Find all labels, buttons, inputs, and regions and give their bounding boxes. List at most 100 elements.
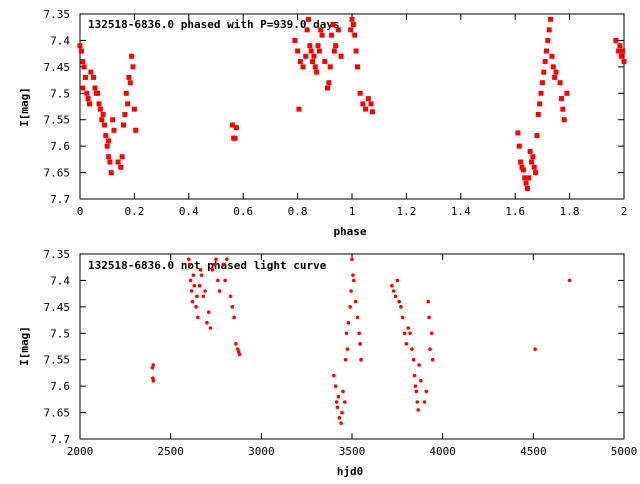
plot0-data-point (363, 106, 369, 112)
plot0-data-point (316, 48, 322, 54)
plot0-data-point (369, 109, 375, 115)
plot1-data-point (344, 331, 349, 336)
plot1-ytick-label: 7.65 (44, 407, 71, 420)
plot0-data-point (530, 154, 536, 160)
plot0-data-point (549, 53, 555, 59)
plot1-data-point (419, 379, 423, 383)
plot1-data-point (221, 262, 226, 267)
plot1-data-point (188, 278, 193, 283)
plot0-data-point (558, 96, 564, 102)
plot0-data-point (97, 106, 103, 112)
plot1-data-point (336, 394, 341, 399)
plot1-data-point (350, 257, 354, 262)
plot1-xtick-label: 4500 (520, 445, 547, 458)
plot0-data-point (231, 135, 237, 141)
plot0-data-point (314, 69, 320, 75)
plot1-xlabel: hjd0 (337, 465, 364, 478)
plot1-data-point (190, 299, 195, 304)
plot0-data-point (561, 117, 567, 123)
plot0-data-point (552, 74, 558, 80)
plot1-data-point (533, 347, 537, 351)
plot0-data-point (106, 154, 112, 160)
plot0-xtick-label: 0.8 (288, 205, 308, 218)
plot1-ytick-label: 7.35 (44, 248, 71, 261)
plot0-ytick-label: 7.7 (50, 193, 70, 206)
plot1-data-point (333, 384, 338, 388)
plot0-ytick-label: 7.5 (50, 87, 70, 100)
plot0-data-point (519, 164, 525, 170)
plot0-data-point (119, 154, 125, 160)
plot0-data-point (550, 64, 556, 70)
plot0-data-point (546, 27, 552, 33)
plot1-xtick-label: 2500 (157, 445, 184, 458)
plot1-data-point (397, 299, 401, 304)
plot1-data-point (415, 400, 420, 404)
plot0-data-point (111, 127, 117, 133)
plot1-data-point (345, 347, 350, 351)
plot0-data-point (133, 127, 139, 133)
plot0-data-point (524, 185, 530, 191)
plot0-data-point (349, 16, 355, 22)
plot1-frame (79, 253, 625, 440)
plot0-data-point (78, 48, 84, 54)
plot0-data-point (312, 64, 318, 70)
plot1-data-point (408, 331, 412, 336)
plot1-data-point (196, 315, 200, 320)
plot1-data-point (191, 273, 196, 277)
plot0-data-point (304, 27, 310, 33)
plot0-data-point (80, 59, 86, 65)
plot0-xtick-label: 1.8 (560, 205, 580, 218)
plot0-xtick-label: 0.2 (124, 205, 144, 218)
plot0-data-point (541, 69, 547, 75)
plot0-ytick-label: 7.45 (44, 61, 71, 74)
plot0-data-point (523, 180, 529, 186)
plot1-data-point (151, 363, 156, 367)
plot0-data-point (533, 170, 539, 176)
plot0-data-point (368, 101, 374, 107)
plot1-data-point (192, 283, 197, 288)
plot0-data-point (515, 130, 521, 136)
plot0-data-point (545, 37, 551, 43)
plot0-data-point (100, 111, 106, 117)
plot0-data-point (326, 80, 332, 86)
plot1-data-point (353, 299, 358, 304)
plot1-data-point (217, 289, 222, 293)
plot0-data-point (308, 48, 314, 54)
plot1-data-point (232, 315, 236, 320)
plot1-data-point (151, 379, 156, 383)
plot0-data-point (520, 167, 526, 173)
plot0-data-point (296, 106, 302, 112)
plot1-data-point (390, 283, 394, 288)
plot0-data-point (295, 48, 301, 54)
plot1-data-point (412, 373, 417, 378)
plot0-data-point (338, 53, 344, 59)
plot0-data-point (618, 53, 624, 59)
plot1-ytick-label: 7.7 (50, 433, 70, 446)
plot0-data-point (88, 69, 94, 75)
plot0-data-point (310, 59, 316, 65)
plot1-data-point (429, 331, 434, 336)
plot1-data-point (230, 305, 235, 309)
plot0-data-point (82, 74, 88, 80)
plot1-data-point (228, 294, 233, 299)
plot1-title: 132518-6836.0 not phased light curve (88, 259, 327, 272)
plot0-data-point (621, 59, 627, 65)
plot0-data-point (527, 148, 533, 154)
plot0-title: 132518-6836.0 phased with P=939.0 days (88, 18, 340, 31)
plot1-xtick-label: 2000 (67, 445, 94, 458)
plot1-data-point (194, 305, 198, 309)
plot0-data-point (101, 122, 107, 128)
plot1-data-point (212, 262, 216, 267)
plot0-data-point (353, 48, 359, 54)
plot0-data-point (360, 101, 366, 107)
plot0-ytick-label: 7.65 (44, 167, 71, 180)
plot1-data-point (413, 384, 418, 388)
plot1-ytick-label: 7.6 (50, 380, 70, 393)
plot0-data-point (365, 96, 371, 102)
plot1-data-point (428, 347, 432, 351)
plot0-data-point (95, 90, 101, 96)
plot0-data-point (560, 106, 566, 112)
plot1-data-point (349, 289, 353, 293)
plot0-data-point (127, 80, 133, 86)
plot1-xtick-label: 4000 (429, 445, 456, 458)
